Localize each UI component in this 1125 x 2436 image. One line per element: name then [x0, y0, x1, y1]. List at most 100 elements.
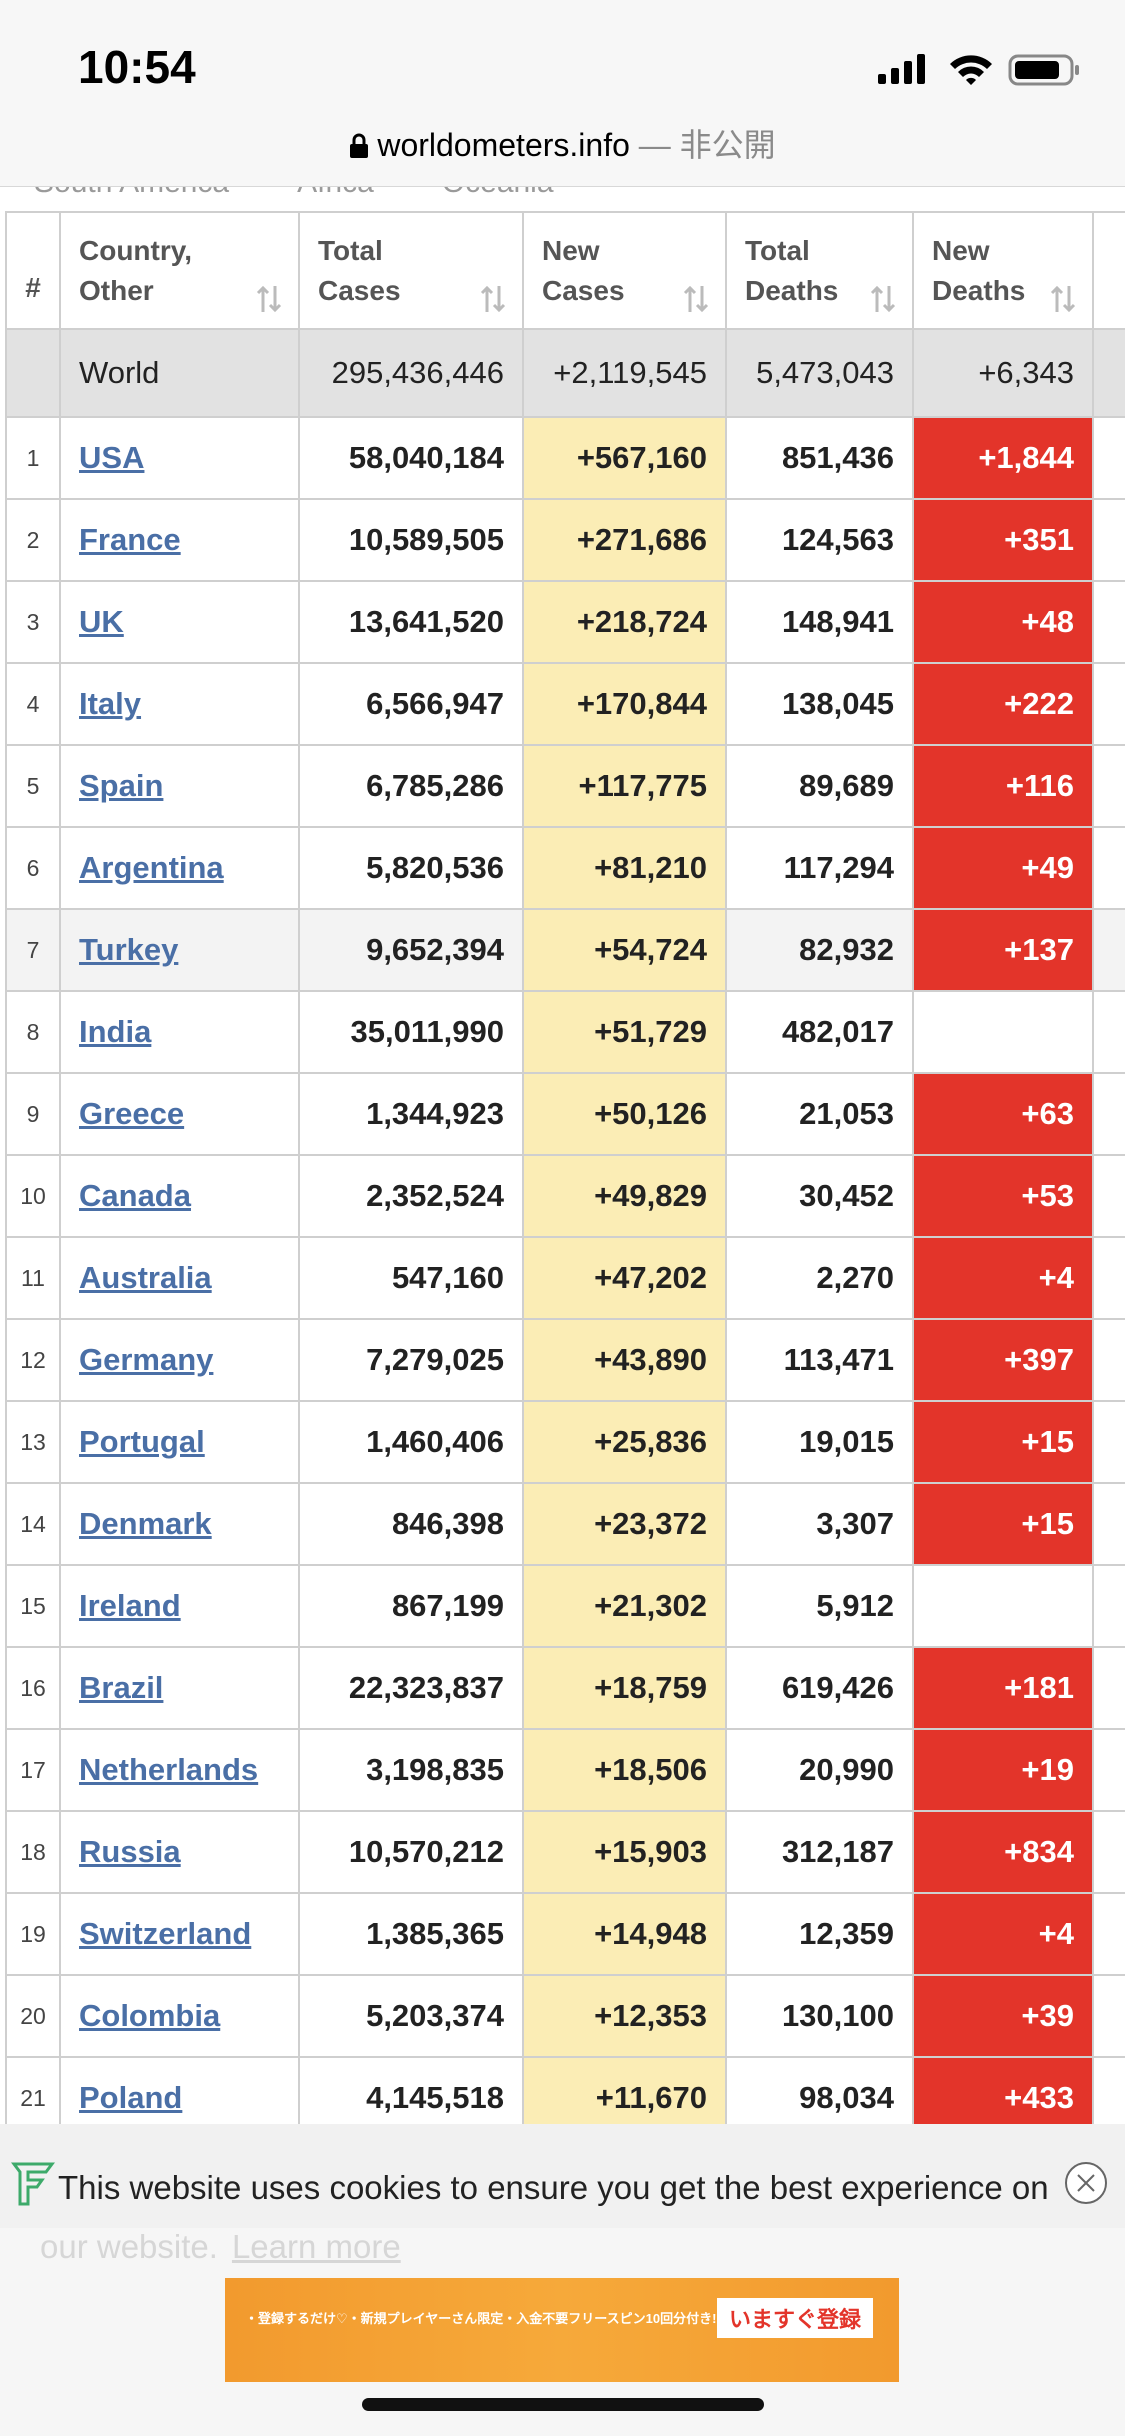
total-deaths: 5,912: [727, 1566, 914, 1648]
new-deaths: [914, 1566, 1094, 1648]
country-link[interactable]: Germany: [79, 1342, 214, 1377]
total-deaths: 130,100: [727, 1976, 914, 2058]
total-cases: 5,820,536: [300, 828, 524, 910]
new-cases: +18,759: [524, 1648, 727, 1730]
new-deaths: +63: [914, 1074, 1094, 1156]
column-header: Total Deaths: [727, 211, 914, 330]
country-link[interactable]: Greece: [79, 1096, 185, 1131]
sort-icon[interactable]: [1050, 284, 1078, 314]
new-deaths: +53: [914, 1156, 1094, 1238]
total-deaths: 138,045: [727, 664, 914, 746]
column-header: Total Cases: [300, 211, 524, 330]
new-deaths: +116: [914, 746, 1094, 828]
ad-banner[interactable]: ・登録するだけ♡・新規プレイヤーさん限定・入金不要フリースピン10回分付き! い…: [225, 2278, 899, 2382]
cut-cell: [1094, 1648, 1125, 1730]
country-link[interactable]: Spain: [79, 768, 164, 803]
cut-cell: [1094, 1894, 1125, 1976]
total-deaths: 82,932: [727, 910, 914, 992]
country-link[interactable]: Poland: [79, 2080, 183, 2115]
ad-button[interactable]: いますぐ登録: [717, 2298, 874, 2338]
cookie-text: This website uses cookies to ensure you …: [58, 2169, 1049, 2206]
new-deaths: +1,844: [914, 418, 1094, 500]
sort-icon[interactable]: [683, 284, 711, 314]
total-deaths: 21,053: [727, 1074, 914, 1156]
total-cases: 1,344,923: [300, 1074, 524, 1156]
country: Brazil: [61, 1648, 300, 1730]
total-deaths: 619,426: [727, 1648, 914, 1730]
column-header: New Cases: [524, 211, 727, 330]
new-cases: +81,210: [524, 828, 727, 910]
column-header: New Deaths: [914, 211, 1094, 330]
new-deaths: +397: [914, 1320, 1094, 1402]
cut-cell: [1094, 746, 1125, 828]
lock-icon: [350, 133, 369, 158]
new-cases: +567,160: [524, 418, 727, 500]
country-link[interactable]: UK: [79, 604, 124, 639]
total-cases: 1,460,406: [300, 1402, 524, 1484]
country-link[interactable]: Denmark: [79, 1506, 212, 1541]
status-time: 10:54: [78, 41, 196, 93]
country: Australia: [61, 1238, 300, 1320]
total-deaths: 148,941: [727, 582, 914, 664]
country: Germany: [61, 1320, 300, 1402]
sort-icon[interactable]: [256, 284, 284, 314]
country-link[interactable]: Portugal: [79, 1424, 205, 1459]
ad-text: ・登録するだけ♡・新規プレイヤーさん限定・入金不要フリースピン10回分付き!: [245, 2311, 717, 2326]
country: Greece: [61, 1074, 300, 1156]
total-cases: 1,385,365: [300, 1894, 524, 1976]
url-bar[interactable]: worldometers.info — 非公開: [0, 120, 1125, 166]
new-deaths: +15: [914, 1484, 1094, 1566]
country-link[interactable]: Italy: [79, 686, 142, 721]
rank: 12: [5, 1320, 61, 1402]
total-cases: 58,040,184: [300, 418, 524, 500]
total-deaths: 312,187: [727, 1812, 914, 1894]
cookie-close[interactable]: [1063, 2160, 1109, 2206]
cut-cell: [1094, 992, 1125, 1074]
cut-cell: [1094, 1074, 1125, 1156]
new-deaths: [914, 992, 1094, 1074]
cut-cell: [1094, 1812, 1125, 1894]
country-link[interactable]: Russia: [79, 1834, 181, 1869]
sort-icon[interactable]: [480, 284, 508, 314]
country-link[interactable]: USA: [79, 440, 145, 475]
country: India: [61, 992, 300, 1074]
total-cases: 6,785,286: [300, 746, 524, 828]
learn-more-link[interactable]: Learn more: [231, 2228, 401, 2265]
country-link[interactable]: Netherlands: [79, 1752, 259, 1787]
total-cases: 867,199: [300, 1566, 524, 1648]
total-cases: 3,198,835: [300, 1730, 524, 1812]
cut-cell: [1094, 418, 1125, 500]
rank: 4: [5, 664, 61, 746]
total-cases: 35,011,990: [300, 992, 524, 1074]
country: Italy: [61, 664, 300, 746]
new-cases: +54,724: [524, 910, 727, 992]
country-link[interactable]: Ireland: [79, 1588, 181, 1623]
country: Switzerland: [61, 1894, 300, 1976]
new-cases: +51,729: [524, 992, 727, 1074]
new-cases: +47,202: [524, 1238, 727, 1320]
total-cases: 547,160: [300, 1238, 524, 1320]
new-cases: +271,686: [524, 500, 727, 582]
country-link[interactable]: Brazil: [79, 1670, 164, 1705]
total-deaths: 482,017: [727, 992, 914, 1074]
rank: 13: [5, 1402, 61, 1484]
country-link[interactable]: Australia: [79, 1260, 212, 1295]
new-deaths: +351: [914, 500, 1094, 582]
rank: 9: [5, 1074, 61, 1156]
rank: 19: [5, 1894, 61, 1976]
rank: 7: [5, 910, 61, 992]
total-deaths: 113,471: [727, 1320, 914, 1402]
sort-icon[interactable]: [870, 284, 898, 314]
country-link[interactable]: India: [79, 1014, 152, 1049]
country-link[interactable]: France: [79, 522, 181, 557]
cut-cell: [1094, 582, 1125, 664]
country-link[interactable]: Colombia: [79, 1998, 221, 2033]
total-cases: 7,279,025: [300, 1320, 524, 1402]
world-cut: [1094, 330, 1125, 418]
country-link[interactable]: Turkey: [79, 932, 179, 967]
country: Colombia: [61, 1976, 300, 2058]
rank: 5: [5, 746, 61, 828]
country-link[interactable]: Switzerland: [79, 1916, 252, 1951]
country-link[interactable]: Canada: [79, 1178, 191, 1213]
country-link[interactable]: Argentina: [79, 850, 224, 885]
